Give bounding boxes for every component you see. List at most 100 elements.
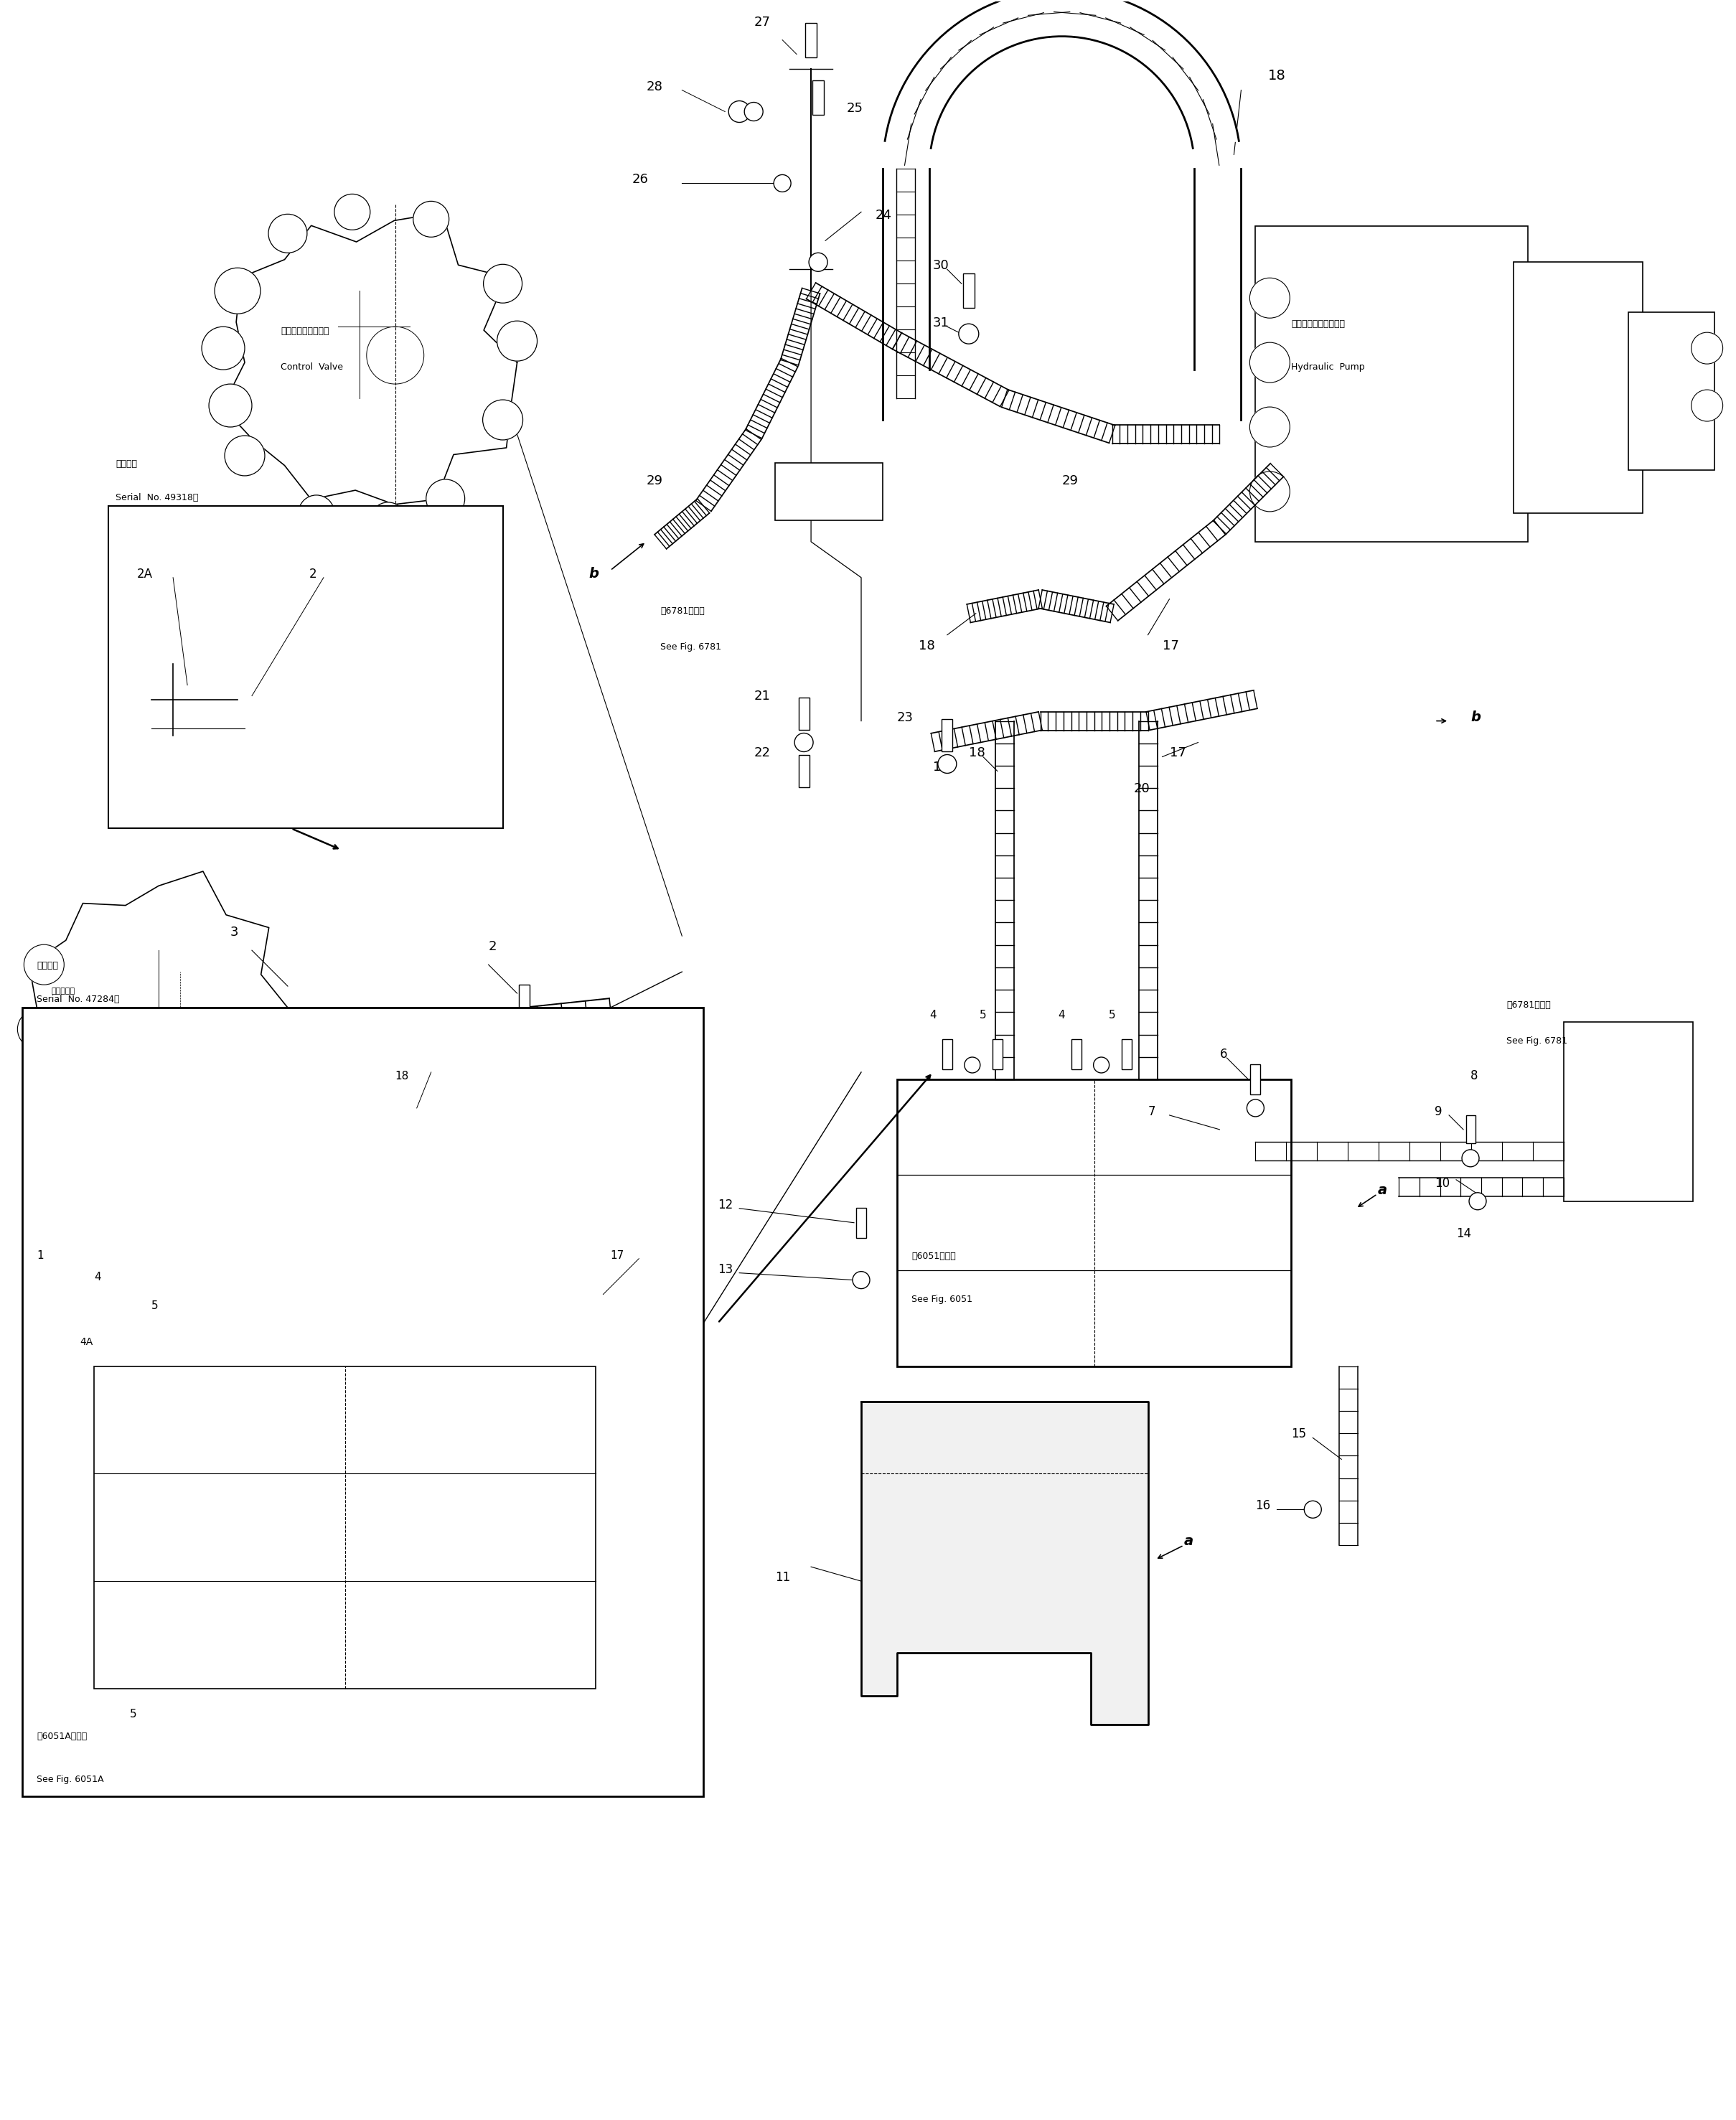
Circle shape — [958, 324, 979, 343]
Text: a: a — [1184, 1535, 1193, 1548]
Circle shape — [172, 1694, 189, 1711]
Text: 4: 4 — [1059, 1009, 1066, 1020]
Text: 2: 2 — [488, 941, 496, 954]
Circle shape — [208, 384, 252, 426]
Bar — [799, 697, 809, 729]
Bar — [519, 984, 529, 1018]
Text: 9: 9 — [1434, 1105, 1443, 1117]
Bar — [94, 1365, 595, 1690]
Text: 16: 16 — [1255, 1499, 1271, 1512]
Text: 23: 23 — [898, 710, 913, 723]
Circle shape — [425, 479, 465, 517]
Circle shape — [483, 401, 523, 441]
Circle shape — [745, 102, 764, 121]
Bar — [1465, 1115, 1476, 1143]
Circle shape — [1250, 407, 1290, 447]
Text: 5: 5 — [1109, 1009, 1116, 1020]
Bar — [23, 1007, 703, 1796]
Bar — [1564, 1022, 1693, 1202]
Bar — [898, 1079, 1292, 1365]
Circle shape — [483, 265, 523, 303]
Text: 26: 26 — [632, 174, 648, 187]
Text: 29: 29 — [1062, 475, 1078, 488]
Text: 17: 17 — [611, 1251, 625, 1261]
Text: 4: 4 — [94, 1272, 101, 1283]
Bar — [812, 81, 825, 114]
Text: 6: 6 — [1220, 1047, 1227, 1060]
Text: 5: 5 — [979, 1009, 986, 1020]
Bar — [1255, 227, 1528, 543]
Circle shape — [69, 1105, 104, 1141]
Text: 2A: 2A — [137, 568, 153, 581]
Text: b: b — [1470, 710, 1481, 723]
Text: a: a — [1377, 1183, 1387, 1198]
Text: Control  Valve: Control Valve — [281, 363, 344, 371]
Text: 18: 18 — [918, 640, 936, 653]
Bar — [943, 1039, 953, 1068]
Text: 4A: 4A — [80, 1338, 94, 1346]
Text: 適用号機: 適用号機 — [116, 460, 137, 469]
Circle shape — [795, 734, 812, 753]
Bar — [1628, 312, 1713, 471]
Text: b: b — [589, 566, 599, 581]
Text: 29: 29 — [646, 475, 663, 488]
Text: 5: 5 — [151, 1300, 158, 1310]
Bar — [993, 1039, 1002, 1068]
Text: 7: 7 — [1147, 1105, 1156, 1117]
Text: 旋回モータ: 旋回モータ — [50, 988, 75, 994]
Bar — [856, 1208, 866, 1238]
Circle shape — [269, 214, 307, 252]
Circle shape — [236, 691, 253, 708]
Text: 3: 3 — [231, 926, 238, 939]
Text: コントロールバルブ: コントロールバルブ — [281, 326, 330, 335]
Text: 適用号機: 適用号機 — [36, 960, 59, 971]
Text: 4: 4 — [929, 1009, 936, 1020]
Circle shape — [413, 201, 450, 237]
Text: 2: 2 — [309, 568, 318, 581]
Bar — [1250, 1064, 1260, 1094]
Circle shape — [1094, 1058, 1109, 1073]
Text: See Fig. 6051A: See Fig. 6051A — [36, 1774, 104, 1785]
Text: 11: 11 — [776, 1571, 790, 1584]
Text: Hydraulic  Pump: Hydraulic Pump — [1292, 363, 1364, 371]
Circle shape — [335, 195, 370, 229]
Circle shape — [17, 1009, 56, 1049]
Circle shape — [1250, 471, 1290, 511]
Text: Serial  No. 49318～: Serial No. 49318～ — [116, 494, 198, 502]
Circle shape — [1691, 333, 1722, 365]
Bar — [1514, 263, 1642, 513]
Circle shape — [1469, 1194, 1486, 1211]
Circle shape — [729, 102, 750, 123]
Circle shape — [852, 1272, 870, 1289]
Circle shape — [496, 320, 536, 360]
Circle shape — [215, 267, 260, 314]
Text: 27: 27 — [753, 15, 771, 28]
Circle shape — [24, 946, 64, 984]
Bar — [806, 23, 816, 57]
Text: 24: 24 — [875, 210, 892, 223]
Text: 13: 13 — [717, 1264, 733, 1276]
Polygon shape — [885, 0, 1240, 148]
Circle shape — [1246, 1100, 1264, 1117]
Circle shape — [1250, 343, 1290, 382]
Text: 28: 28 — [646, 81, 663, 93]
Text: See Fig. 6781: See Fig. 6781 — [1507, 1037, 1568, 1045]
Bar — [963, 273, 974, 307]
Circle shape — [224, 435, 266, 475]
Text: 第6051図参照: 第6051図参照 — [911, 1251, 957, 1261]
Text: 17: 17 — [1163, 640, 1179, 653]
Polygon shape — [222, 212, 517, 505]
Text: 5: 5 — [130, 1709, 137, 1719]
Text: ハイドロリックポンプ: ハイドロリックポンプ — [1292, 320, 1345, 329]
Circle shape — [965, 1058, 981, 1073]
Text: 1: 1 — [36, 1251, 43, 1261]
Text: 第6781図参照: 第6781図参照 — [1507, 1001, 1550, 1009]
Text: 8: 8 — [1470, 1068, 1477, 1081]
Text: 31: 31 — [932, 316, 950, 329]
Bar — [943, 719, 953, 750]
Polygon shape — [861, 1401, 1147, 1724]
Bar — [175, 1310, 184, 1338]
Bar — [125, 1310, 135, 1338]
Text: Swing Motor: Swing Motor — [50, 1026, 101, 1035]
Text: 20: 20 — [1134, 782, 1149, 795]
